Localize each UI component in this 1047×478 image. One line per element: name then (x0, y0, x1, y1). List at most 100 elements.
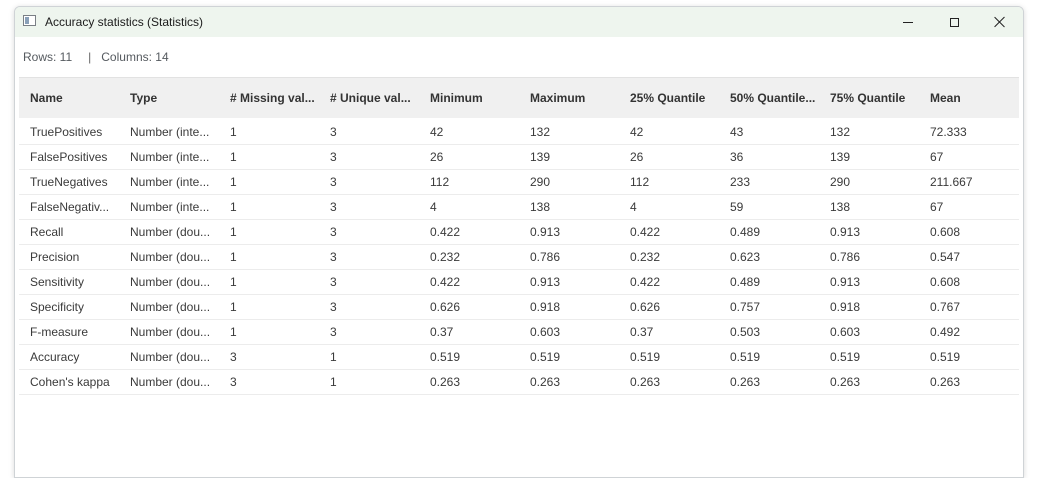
table-cell: 0.623 (719, 244, 819, 270)
close-button[interactable] (977, 7, 1023, 37)
table-cell: Number (inte... (119, 194, 219, 220)
columns-count: Columns: 14 (101, 50, 169, 64)
table-cell: 4 (619, 194, 719, 220)
table-row[interactable]: TrueNegatives Number (inte... 1 3 112 290 112 2… (19, 169, 1019, 195)
table-cell: FalseNegativ... (19, 194, 119, 220)
table-cell: 1 (219, 244, 319, 270)
table-cell: Number (inte... (119, 118, 219, 145)
table-cell: 290 (819, 169, 919, 195)
table-cell: Cohen's kappa (19, 369, 119, 395)
table-row[interactable]: Recall Number (dou... 1 3 0.422 0.913 0.422 0.4… (19, 219, 1019, 245)
table-cell: 0.492 (919, 319, 1019, 345)
minimize-button[interactable] (885, 7, 931, 37)
table-header-row: Name Type # Missing val... # Unique val... M… (19, 77, 1019, 118)
table-cell: Specificity (19, 294, 119, 320)
table-cell: 3 (319, 244, 419, 270)
table-cell: 3 (319, 269, 419, 295)
title-bar[interactable]: Accuracy statistics (Statistics) (15, 7, 1023, 37)
table-cell: 0.489 (719, 269, 819, 295)
table-row[interactable]: Accuracy Number (dou... 3 1 0.519 0.519 0.519 0… (19, 344, 1019, 370)
table-cell: 3 (319, 169, 419, 195)
column-header[interactable]: Mean (930, 91, 961, 105)
table-cell: 132 (519, 118, 619, 145)
table-cell: 3 (319, 118, 419, 145)
window-title: Accuracy statistics (Statistics) (45, 15, 204, 29)
table-cell: 0.519 (819, 344, 919, 370)
table-cell: 26 (419, 144, 519, 170)
table-cell: Sensitivity (19, 269, 119, 295)
table-cell: 0.547 (919, 244, 1019, 270)
table-row[interactable]: Precision Number (dou... 1 3 0.232 0.786 0.232… (19, 244, 1019, 270)
table-cell: 0.422 (419, 219, 519, 245)
table-cell: 0.37 (619, 319, 719, 345)
column-header[interactable]: Minimum (430, 91, 483, 105)
table-cell: 43 (719, 118, 819, 145)
table-cell: 0.503 (719, 319, 819, 345)
table-cell: 211.667 (919, 169, 1019, 195)
table-row[interactable]: TruePositives Number (inte... 1 3 42 132 42 43 1… (19, 118, 1019, 145)
table-cell: 0.263 (619, 369, 719, 395)
table-cell: 0.913 (519, 219, 619, 245)
table-cell: FalsePositives (19, 144, 119, 170)
table-cell: 0.489 (719, 219, 819, 245)
table-cell: 0.608 (919, 269, 1019, 295)
table-cell: 138 (819, 194, 919, 220)
table-cell: 3 (319, 219, 419, 245)
table-cell: Number (dou... (119, 219, 219, 245)
table-cell: 0.263 (719, 369, 819, 395)
table-cell: TrueNegatives (19, 169, 119, 195)
table-cell: 1 (219, 194, 319, 220)
table-cell: 0.263 (419, 369, 519, 395)
table-row[interactable]: F-measure Number (dou... 1 3 0.37 0.603 0.37 0.… (19, 319, 1019, 345)
table-row[interactable]: FalseNegativ... Number (inte... 1 3 4 138 4 59 1… (19, 194, 1019, 220)
table-cell: 138 (519, 194, 619, 220)
close-icon (994, 16, 1006, 28)
table-cell: 0.519 (519, 344, 619, 370)
table-cell: 67 (919, 144, 1019, 170)
table-cell: 0.913 (519, 269, 619, 295)
table-row[interactable]: FalsePositives Number (inte... 1 3 26 139 26 36… (19, 144, 1019, 170)
table-cell: 42 (619, 118, 719, 145)
table-row[interactable]: Cohen's kappa Number (dou... 3 1 0.263 0.263 0… (19, 369, 1019, 395)
column-header[interactable]: # Unique val... (330, 91, 411, 105)
minimize-icon (903, 21, 913, 23)
column-header[interactable]: 75% Quantile (830, 91, 906, 105)
column-header[interactable]: Type (130, 91, 158, 105)
column-header[interactable]: 50% Quantile... (730, 91, 816, 105)
table-row[interactable]: Specificity Number (dou... 1 3 0.626 0.918 0.6… (19, 294, 1019, 320)
table-cell: Number (dou... (119, 344, 219, 370)
statistics-table-container[interactable]: Name Type # Missing val... # Unique val... M… (19, 77, 1019, 395)
table-cell: 1 (219, 219, 319, 245)
table-cell: 290 (519, 169, 619, 195)
table-cell: Number (dou... (119, 294, 219, 320)
table-cell: 0.913 (819, 219, 919, 245)
table-cell: 0.519 (619, 344, 719, 370)
table-cell: 0.422 (619, 269, 719, 295)
table-cell: 72.333 (919, 118, 1019, 145)
table-cell: 59 (719, 194, 819, 220)
table-cell: 1 (219, 144, 319, 170)
column-header[interactable]: Maximum (530, 91, 586, 105)
table-cell: 3 (319, 294, 419, 320)
table-cell: 139 (819, 144, 919, 170)
maximize-icon (949, 17, 959, 27)
column-header[interactable]: Name (30, 91, 63, 105)
table-info-bar: Rows: 11 | Columns: 14 (23, 50, 169, 64)
table-cell: 112 (419, 169, 519, 195)
maximize-button[interactable] (931, 7, 977, 37)
table-cell: 0.918 (519, 294, 619, 320)
table-cell: 0.519 (419, 344, 519, 370)
table-cell: 0.263 (919, 369, 1019, 395)
table-body: TruePositives Number (inte... 1 3 42 132 42 43 1… (19, 118, 1019, 395)
column-header[interactable]: # Missing val... (230, 91, 315, 105)
table-cell: 233 (719, 169, 819, 195)
table-cell: 0.263 (519, 369, 619, 395)
table-cell: 1 (319, 344, 419, 370)
table-row[interactable]: Sensitivity Number (dou... 1 3 0.422 0.913 0.4… (19, 269, 1019, 295)
table-cell: 3 (219, 344, 319, 370)
table-cell: 0.519 (919, 344, 1019, 370)
statistics-table: Name Type # Missing val... # Unique val... M… (19, 77, 1019, 395)
column-header[interactable]: 25% Quantile (630, 91, 706, 105)
table-cell: Precision (19, 244, 119, 270)
table-cell: 0.37 (419, 319, 519, 345)
